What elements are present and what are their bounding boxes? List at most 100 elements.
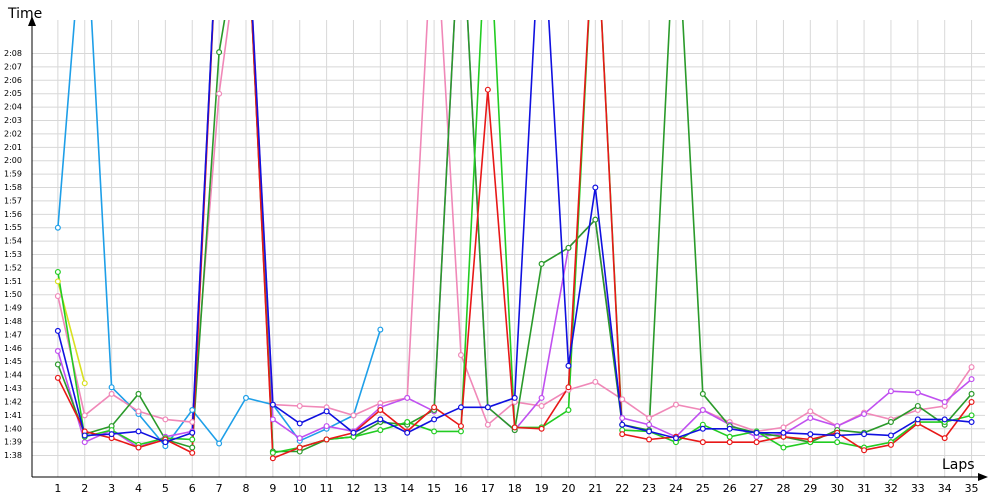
point <box>189 406 196 413</box>
x-tick-label: 25 <box>696 482 710 495</box>
point <box>699 425 706 432</box>
point <box>538 425 545 432</box>
point <box>484 404 491 411</box>
point <box>592 216 599 223</box>
y-tick-label: 1:48 <box>4 317 22 326</box>
y-tick-label: 1:59 <box>4 170 22 179</box>
x-tick-label: 35 <box>965 482 979 495</box>
point <box>296 420 303 427</box>
point <box>887 432 894 439</box>
point <box>780 444 787 451</box>
point <box>108 390 115 397</box>
point <box>807 431 814 438</box>
point <box>216 90 223 97</box>
y-tick-label: 1:39 <box>4 438 22 447</box>
x-tick-label: 26 <box>723 482 737 495</box>
y-tick-label: 1:57 <box>4 196 22 205</box>
point <box>726 425 733 432</box>
point <box>377 416 384 423</box>
point <box>834 432 841 439</box>
point <box>914 416 921 423</box>
point <box>404 429 411 436</box>
point <box>189 444 196 451</box>
y-tick-label: 1:56 <box>4 210 22 219</box>
point <box>457 404 464 411</box>
x-tick-label: 30 <box>830 482 844 495</box>
y-axis-label: Time <box>7 6 42 22</box>
point <box>431 404 438 411</box>
point <box>672 435 679 442</box>
x-tick-label: 33 <box>911 482 925 495</box>
point <box>323 408 330 415</box>
point <box>431 416 438 423</box>
point <box>672 401 679 408</box>
point <box>484 421 491 428</box>
point <box>511 424 518 431</box>
point <box>323 423 330 430</box>
point <box>619 396 626 403</box>
point <box>431 428 438 435</box>
point <box>81 380 88 387</box>
point <box>135 428 142 435</box>
point <box>565 244 572 251</box>
y-tick-label: 2:07 <box>4 62 22 71</box>
x-tick-label: 3 <box>108 482 115 495</box>
x-tick-label: 2 <box>81 482 88 495</box>
point <box>619 421 626 428</box>
x-tick-label: 29 <box>803 482 817 495</box>
y-axis-arrow <box>28 16 36 26</box>
point <box>968 390 975 397</box>
point <box>968 364 975 371</box>
point <box>914 402 921 409</box>
point <box>269 455 276 462</box>
y-tick-label: 1:51 <box>4 277 22 286</box>
point <box>242 394 249 401</box>
point <box>565 406 572 413</box>
x-tick-label: 20 <box>561 482 575 495</box>
x-axis-arrow <box>978 473 988 481</box>
y-tick-label: 2:00 <box>4 156 22 165</box>
point <box>404 394 411 401</box>
point <box>135 390 142 397</box>
point <box>81 439 88 446</box>
y-tick-label: 1:52 <box>4 263 22 272</box>
y-tick-label: 1:38 <box>4 451 22 460</box>
y-tick-label: 2:04 <box>4 103 22 112</box>
y-tick-label: 1:55 <box>4 223 22 232</box>
x-tick-label: 24 <box>669 482 683 495</box>
point <box>216 49 223 56</box>
x-tick-label: 15 <box>427 482 441 495</box>
y-tick-label: 1:49 <box>4 304 22 313</box>
y-tick-label: 2:02 <box>4 129 22 138</box>
plot-area <box>54 20 975 462</box>
point <box>216 440 223 447</box>
y-tick-label: 1:47 <box>4 330 22 339</box>
point <box>646 415 653 422</box>
point <box>377 406 384 413</box>
point <box>377 326 384 333</box>
point <box>753 439 760 446</box>
x-tick-label: 21 <box>588 482 602 495</box>
point <box>565 384 572 391</box>
point <box>350 412 357 419</box>
x-tick-label: 34 <box>938 482 952 495</box>
point <box>189 436 196 443</box>
point <box>54 224 61 231</box>
point <box>296 402 303 409</box>
x-tick-label: 12 <box>346 482 360 495</box>
point <box>968 419 975 426</box>
x-tick-label: 14 <box>400 482 414 495</box>
point <box>968 376 975 383</box>
x-tick-label: 23 <box>642 482 656 495</box>
point <box>646 428 653 435</box>
point <box>941 398 948 405</box>
x-tick-label: 16 <box>454 482 468 495</box>
x-tick-label: 32 <box>884 482 898 495</box>
x-tick-label: 8 <box>242 482 249 495</box>
y-tick-label: 2:01 <box>4 143 22 152</box>
x-tick-label: 9 <box>269 482 276 495</box>
point <box>861 447 868 454</box>
point <box>457 352 464 359</box>
point <box>592 184 599 191</box>
